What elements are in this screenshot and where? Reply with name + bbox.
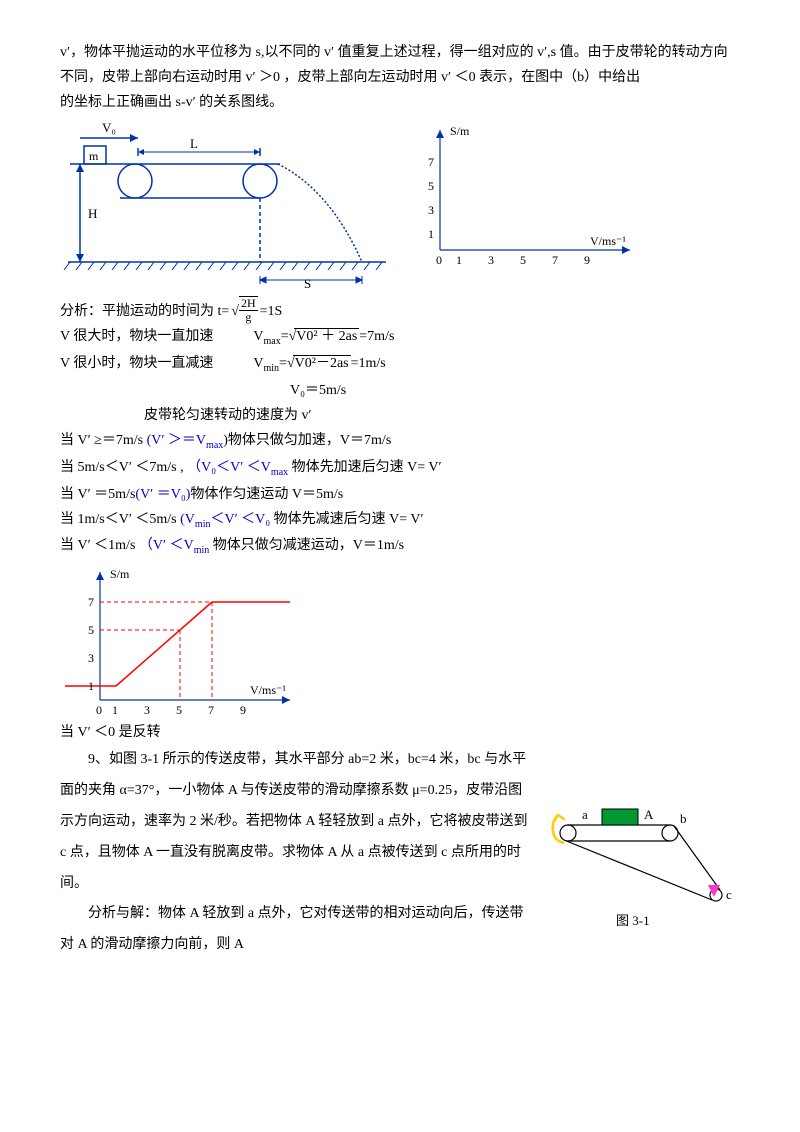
svg-text:7: 7 <box>428 155 434 169</box>
svg-text:3: 3 <box>88 651 94 665</box>
svg-text:1: 1 <box>456 253 462 267</box>
svg-text:0: 0 <box>436 253 442 267</box>
svg-text:b: b <box>680 811 687 826</box>
svg-text:c: c <box>726 887 732 902</box>
svg-text:5: 5 <box>88 623 94 637</box>
frac-top: 2H <box>239 297 258 311</box>
svg-text:H: H <box>88 206 97 221</box>
svg-text:9: 9 <box>240 703 246 717</box>
svg-text:7: 7 <box>552 253 558 267</box>
v-big: V 很大时，物块一直加速 <box>60 324 213 351</box>
svg-text:m: m <box>89 149 99 163</box>
svg-text:a: a <box>582 807 588 822</box>
svg-text:A: A <box>644 807 654 822</box>
frac-bot: g <box>245 311 251 324</box>
result-chart: S/m V/ms⁻¹ 1 3 5 7 01 3 5 7 9 <box>60 560 310 720</box>
svg-text:V/ms⁻¹: V/ms⁻¹ <box>590 234 626 248</box>
svg-text:5: 5 <box>428 179 434 193</box>
intro-text-1: v′，物体平抛运动的水平位移为 s,以不同的 v′ 值重复上述过程，得一组对应的… <box>60 40 740 90</box>
analysis-time-post: =1S <box>260 299 283 324</box>
case3: 当 V′ ＝5m/s(V′ ＝V₀)物体作匀速运动 V＝5m/s <box>60 482 740 507</box>
reverse-note: 当 V′ ＜0 是反转 <box>60 720 740 745</box>
svg-text:7: 7 <box>88 595 94 609</box>
case4: 当 1m/s＜V′ ＜5m/s (Vmin＜V′ ＜V₀ 物体先减速后匀速 V=… <box>60 507 740 534</box>
intro-text-2: 的坐标上正确画出 s-v′ 的关系图线。 <box>60 90 740 115</box>
svg-text:V/ms⁻¹: V/ms⁻¹ <box>250 683 286 697</box>
svg-text:S/m: S/m <box>450 124 470 138</box>
svg-text:5: 5 <box>520 253 526 267</box>
svg-text:1: 1 <box>428 227 434 241</box>
v0-line: V₀＝5m/s <box>290 378 740 403</box>
blank-chart: S/m V/ms⁻¹ 1 3 5 7 01 3 5 7 9 <box>410 120 650 270</box>
vmin-eq: Vmin=V0²－2as=1m/s <box>253 351 385 378</box>
belt-intro: 皮带轮匀速转动的速度为 v′ <box>60 403 740 428</box>
vmax-eq: Vmax=V0² ＋ 2as=7m/s <box>253 324 394 351</box>
svg-text:5: 5 <box>176 703 182 717</box>
svg-text:图 3-1: 图 3-1 <box>616 913 650 928</box>
case2: 当 5m/s＜V′ ＜7m/s , （V₀＜V′ ＜Vmax 物体先加速后匀速 … <box>60 455 740 482</box>
analysis-time-pre: 分析：平抛运动的时间为 t= <box>60 299 229 324</box>
svg-text:7: 7 <box>208 703 214 717</box>
v-small: V 很小时，物块一直减速 <box>60 351 213 378</box>
svg-text:3: 3 <box>144 703 150 717</box>
svg-text:S: S <box>304 276 311 290</box>
svg-text:L: L <box>190 136 198 151</box>
svg-text:3: 3 <box>428 203 434 217</box>
conveyor-diagram: V₀ m L H S <box>60 120 390 290</box>
figure-3-1: a A b c 图 3-1 <box>540 805 740 935</box>
svg-text:1: 1 <box>112 703 118 717</box>
svg-text:V₀: V₀ <box>102 120 116 135</box>
svg-text:S/m: S/m <box>110 567 130 581</box>
svg-text:3: 3 <box>488 253 494 267</box>
svg-text:1: 1 <box>88 679 94 693</box>
svg-text:0: 0 <box>96 703 102 717</box>
case1: 当 V′ ≥＝7m/s (V′ ＞＝Vmax)物体只做匀加速，V＝7m/s <box>60 428 740 455</box>
sqrt-symbol <box>231 299 237 324</box>
svg-text:9: 9 <box>584 253 590 267</box>
case5: 当 V′ ＜1m/s （V′ ＜Vmin 物体只做匀减速运动，V＝1m/s <box>60 533 740 560</box>
